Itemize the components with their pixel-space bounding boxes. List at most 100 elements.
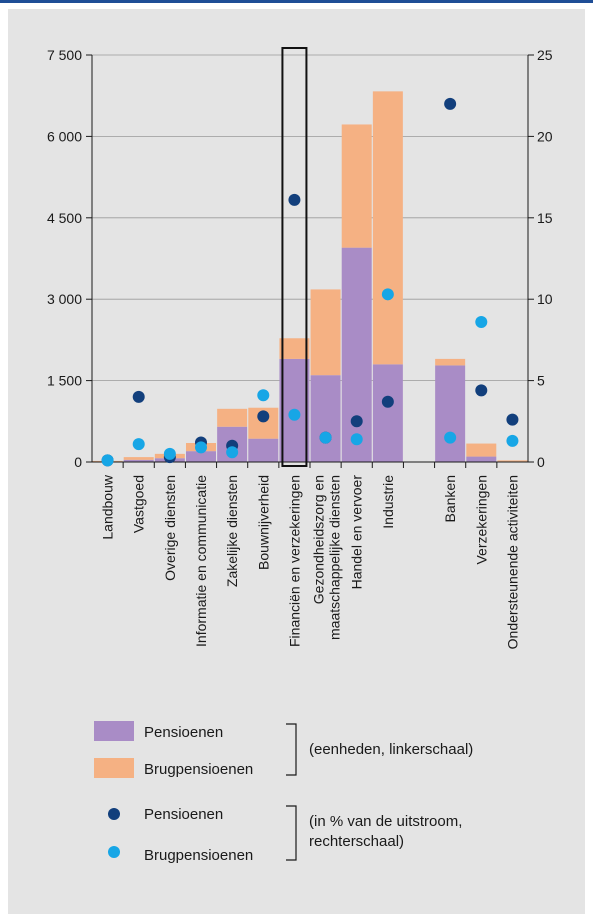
category-label-overige-diensten: Overige diensten <box>162 475 178 581</box>
bar-pensioenen-vastgoed <box>123 459 154 462</box>
left-axis-tick-label: 7 500 <box>47 47 82 63</box>
bar-brugpensioenen-zakelijke-diensten <box>217 408 248 427</box>
left-axis-tick-label: 0 <box>74 454 82 470</box>
left-axis-tick-label: 6 000 <box>47 128 82 144</box>
category-label-handel-en-vervoer: Handel en vervoer <box>349 475 365 590</box>
dot-brugpensioenen-informatie-en-communicatie <box>195 441 207 454</box>
dot-pensioenen-verzekeringen <box>475 384 488 397</box>
category-label-line: maatschappelijke diensten <box>327 475 343 640</box>
dot-pensioenen-bouwnijverheid <box>257 410 270 423</box>
dot-brugpensioenen-zakelijke-diensten <box>226 446 239 459</box>
legend-swatch-pensioenen-bar <box>94 721 134 741</box>
highlight-box <box>281 47 308 467</box>
category-label-line: Financiën en verzekeringen <box>286 475 302 647</box>
dot-brugpensioenen-ondersteunende-activiteiten <box>506 434 519 447</box>
left-axis-tick-label: 1 500 <box>47 373 82 389</box>
bar-pensioenen-bouwnijverheid <box>248 438 279 462</box>
category-label-gezondheidszorg-en-maatschappelijke-diensten: Gezondheidszorg enmaatschappelijke diens… <box>311 475 343 640</box>
dot-brugpensioenen-vastgoed <box>132 438 145 451</box>
category-label-line: Banken <box>442 475 458 522</box>
axes: 0 1 500 3 000 4 500 6 000 7 500 0 5 10 15 20 25 <box>47 47 553 470</box>
right-axis-tick-label: 0 <box>537 454 545 470</box>
bar-pensioenen-industrie <box>372 364 403 462</box>
bar-brugpensioenen-financien-en-verzekeringen <box>279 338 310 359</box>
bar-pensioenen-verzekeringen <box>466 456 497 462</box>
bar-brugpensioenen-ondersteunende-activiteiten <box>497 460 528 462</box>
bar-brugpensioenen-vastgoed <box>123 457 154 460</box>
dot-pensioenen-vastgoed <box>132 390 145 403</box>
left-axis-tick-label: 4 500 <box>47 210 82 226</box>
bar-pensioenen-banken <box>435 365 466 462</box>
dot-brugpensioenen-landbouw <box>101 454 114 467</box>
category-label-banken: Banken <box>442 475 458 522</box>
category-label-bouwnijverheid: Bouwnijverheid <box>255 475 271 570</box>
bar-brugpensioenen-handel-en-vervoer <box>341 124 372 248</box>
dot-brugpensioenen-banken <box>444 431 457 444</box>
right-axis-tick-label: 20 <box>537 128 553 144</box>
dot-brugpensioenen-overige-diensten <box>163 447 176 460</box>
dot-pensioenen-industrie <box>381 395 394 408</box>
right-axis-tick-label: 5 <box>537 373 545 389</box>
category-label-ondersteunende-activiteiten: Ondersteunende activiteiten <box>504 475 520 649</box>
bars <box>92 91 528 462</box>
right-axis-tick-label: 15 <box>537 210 553 226</box>
bar-pensioenen-informatie-en-communicatie <box>186 451 216 462</box>
category-label-informatie-en-communicatie: Informatie en communicatie <box>193 475 209 647</box>
category-label-zakelijke-diensten: Zakelijke diensten <box>224 475 240 587</box>
right-axis-tick-label: 10 <box>537 291 553 307</box>
dot-pensioenen-ondersteunende-activiteiten <box>506 413 519 426</box>
category-label-line: Informatie en communicatie <box>193 475 209 647</box>
legend: Pensioenen Brugpensioenen (eenheden, lin… <box>94 721 473 864</box>
dot-pensioenen-banken <box>444 97 457 110</box>
legend-dot-pensioenen <box>108 808 120 820</box>
bar-pensioenen-gezondheidszorg-en-maatschappelijke-diensten <box>310 375 341 462</box>
bar-brugpensioenen-banken <box>435 358 466 366</box>
legend-label-brugpensioenen-dot: Brugpensioenen <box>144 847 253 864</box>
legend-note-dots-line1: (in % van de uitstroom, <box>309 813 462 830</box>
category-labels: Landbouw Vastgoed Overige diensten Informat… <box>100 474 521 649</box>
dots <box>101 97 519 467</box>
dot-brugpensioenen-bouwnijverheid <box>257 389 270 402</box>
right-axis-tick-label: 25 <box>537 47 553 63</box>
dot-brugpensioenen-industrie <box>381 288 394 301</box>
legend-note-bars: (eenheden, linkerschaal) <box>309 741 473 758</box>
dot-pensioenen-financien-en-verzekeringen <box>288 193 301 206</box>
left-axis-tick-label: 3 000 <box>47 291 82 307</box>
category-label-line: Overige diensten <box>162 475 178 581</box>
legend-bracket-bars <box>286 723 297 776</box>
bar-pensioenen-handel-en-vervoer <box>341 247 372 462</box>
dot-brugpensioenen-gezondheidszorg-en-maatschappelijke-diensten <box>319 431 332 444</box>
legend-label-pensioenen-dot: Pensioenen <box>144 806 223 823</box>
category-label-line: Zakelijke diensten <box>224 475 240 587</box>
category-label-line: Gezondheidszorg en <box>311 475 327 604</box>
category-label-line: Landbouw <box>100 474 116 540</box>
category-label-verzekeringen: Verzekeringen <box>473 475 489 565</box>
legend-note-dots-line2: rechterschaal) <box>309 833 404 850</box>
dot-brugpensioenen-handel-en-vervoer <box>350 433 363 446</box>
legend-swatch-brugpensioenen-bar <box>94 758 134 778</box>
bar-brugpensioenen-gezondheidszorg-en-maatschappelijke-diensten <box>310 289 341 376</box>
dot-pensioenen-handel-en-vervoer <box>350 415 363 428</box>
legend-bracket-dots <box>286 805 297 861</box>
category-label-line: Verzekeringen <box>473 475 489 565</box>
dot-brugpensioenen-financien-en-verzekeringen <box>288 408 301 421</box>
gridlines <box>92 54 528 382</box>
bar-brugpensioenen-verzekeringen <box>466 443 497 457</box>
legend-label-pensioenen-bar: Pensioenen <box>144 724 223 741</box>
category-label-vastgoed: Vastgoed <box>131 475 147 533</box>
bar-brugpensioenen-industrie <box>372 91 403 365</box>
legend-label-brugpensioenen-bar: Brugpensioenen <box>144 761 253 778</box>
category-label-financien-en-verzekeringen: Financiën en verzekeringen <box>286 475 302 647</box>
category-label-line: Handel en vervoer <box>349 475 365 590</box>
category-label-line: Industrie <box>380 475 396 529</box>
top-rule <box>0 0 593 3</box>
category-label-line: Vastgoed <box>131 475 147 533</box>
category-label-industrie: Industrie <box>380 475 396 529</box>
category-label-line: Bouwnijverheid <box>255 475 271 570</box>
category-label-landbouw: Landbouw <box>100 474 116 540</box>
legend-dot-brugpensioenen <box>108 846 120 858</box>
category-label-line: Ondersteunende activiteiten <box>504 475 520 649</box>
dot-brugpensioenen-verzekeringen <box>475 315 488 328</box>
